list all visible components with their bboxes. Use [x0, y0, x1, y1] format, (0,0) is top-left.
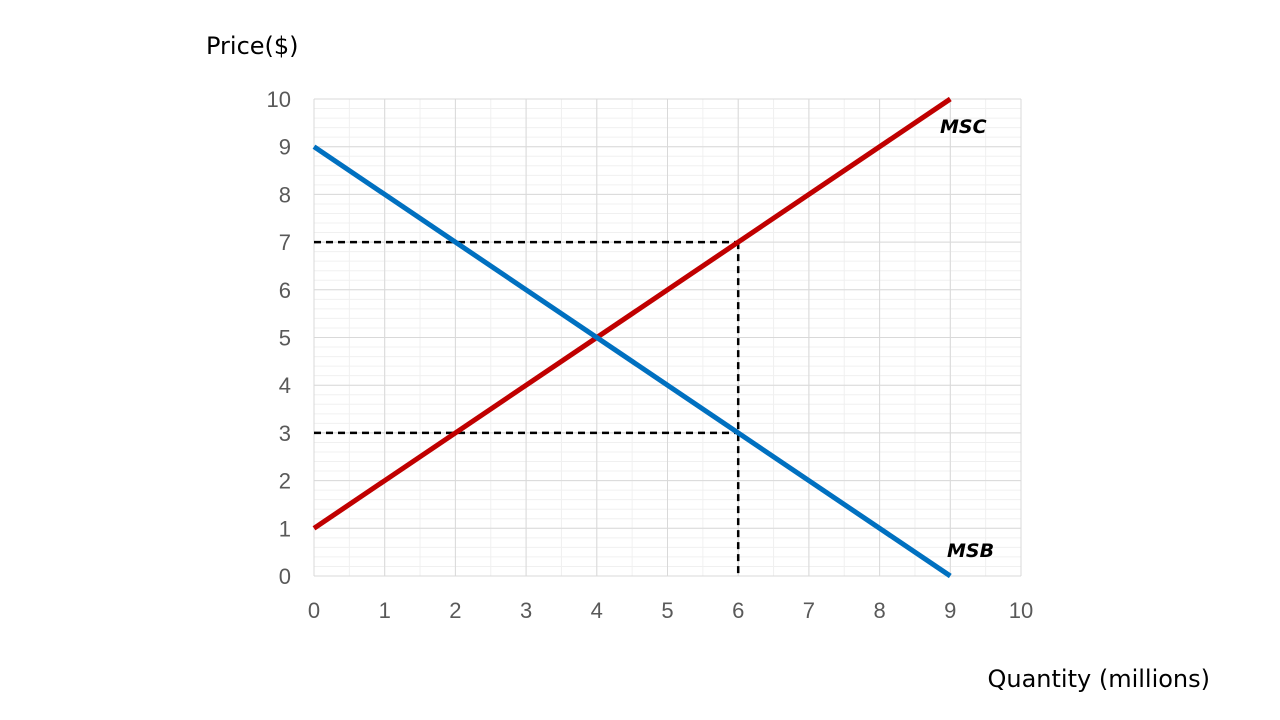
x-tick-label: 10 [1009, 598, 1033, 623]
series-line-msc [312, 96, 952, 531]
x-tick-label: 8 [873, 598, 885, 623]
y-tick-label: 2 [279, 469, 291, 494]
y-tick-label: 10 [267, 87, 291, 112]
x-tick-label: 0 [308, 598, 320, 623]
x-tick-label: 5 [661, 598, 673, 623]
y-tick-label: 6 [279, 278, 291, 303]
y-tick-label: 7 [279, 230, 291, 255]
x-tick-label: 2 [449, 598, 461, 623]
x-tick-label: 1 [379, 598, 391, 623]
series-lines [312, 96, 952, 579]
y-tick-label: 3 [279, 421, 291, 446]
y-axis-title: Price($) [206, 32, 299, 60]
series-label-msc: MSC [940, 116, 987, 138]
x-tick-label: 9 [944, 598, 956, 623]
y-tick-label: 4 [279, 373, 291, 398]
series-label-msb: MSB [947, 540, 994, 562]
y-tick-label: 1 [279, 516, 291, 541]
y-tick-label: 5 [279, 326, 291, 351]
x-tick-label: 3 [520, 598, 532, 623]
series-line-msb [312, 144, 952, 579]
y-tick-labels: 0 1 2 3 4 5 6 7 8 9 10 [267, 87, 291, 589]
x-tick-labels: 0 1 2 3 4 5 6 7 8 9 10 [308, 598, 1033, 623]
reference-lines [314, 240, 740, 576]
y-tick-label: 8 [279, 182, 291, 207]
x-tick-label: 4 [591, 598, 603, 623]
x-tick-label: 6 [732, 598, 744, 623]
y-tick-label: 0 [279, 564, 291, 589]
grid [313, 98, 1022, 577]
y-tick-label: 9 [279, 135, 291, 160]
x-axis-title: Quantity (millions) [987, 665, 1210, 693]
x-tick-label: 7 [803, 598, 815, 623]
